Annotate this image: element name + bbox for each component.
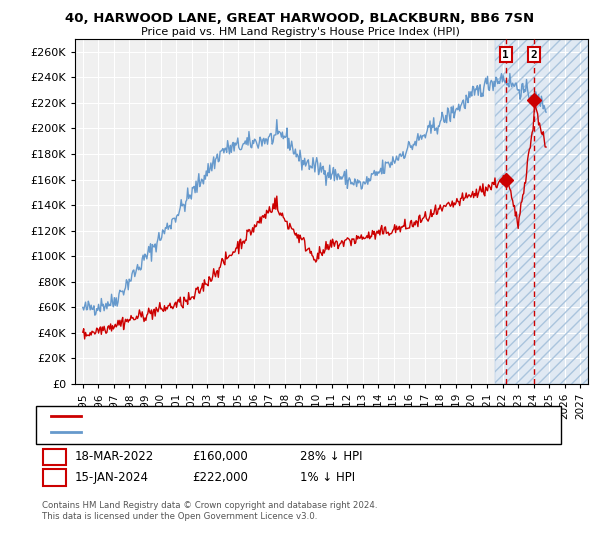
Text: £222,000: £222,000: [192, 471, 248, 484]
Text: £160,000: £160,000: [192, 450, 248, 464]
Text: 40, HARWOOD LANE, GREAT HARWOOD, BLACKBURN, BB6 7SN: 40, HARWOOD LANE, GREAT HARWOOD, BLACKBU…: [65, 12, 535, 25]
Text: Contains HM Land Registry data © Crown copyright and database right 2024.
This d: Contains HM Land Registry data © Crown c…: [42, 501, 377, 521]
Text: 2: 2: [51, 471, 58, 484]
Text: 1% ↓ HPI: 1% ↓ HPI: [300, 471, 355, 484]
Bar: [495, 39, 588, 384]
Text: 1: 1: [51, 450, 58, 464]
Text: 40, HARWOOD LANE, GREAT HARWOOD, BLACKBURN, BB6 7SN (detached house): 40, HARWOOD LANE, GREAT HARWOOD, BLACKBU…: [85, 410, 492, 421]
Bar: [495, 39, 588, 384]
Text: 1: 1: [502, 49, 509, 59]
Text: 18-MAR-2022: 18-MAR-2022: [75, 450, 154, 464]
Text: Price paid vs. HM Land Registry's House Price Index (HPI): Price paid vs. HM Land Registry's House …: [140, 27, 460, 38]
Text: HPI: Average price, detached house, Hyndburn: HPI: Average price, detached house, Hynd…: [85, 427, 319, 437]
Text: 2: 2: [531, 49, 538, 59]
Text: 28% ↓ HPI: 28% ↓ HPI: [300, 450, 362, 464]
Text: 15-JAN-2024: 15-JAN-2024: [75, 471, 149, 484]
